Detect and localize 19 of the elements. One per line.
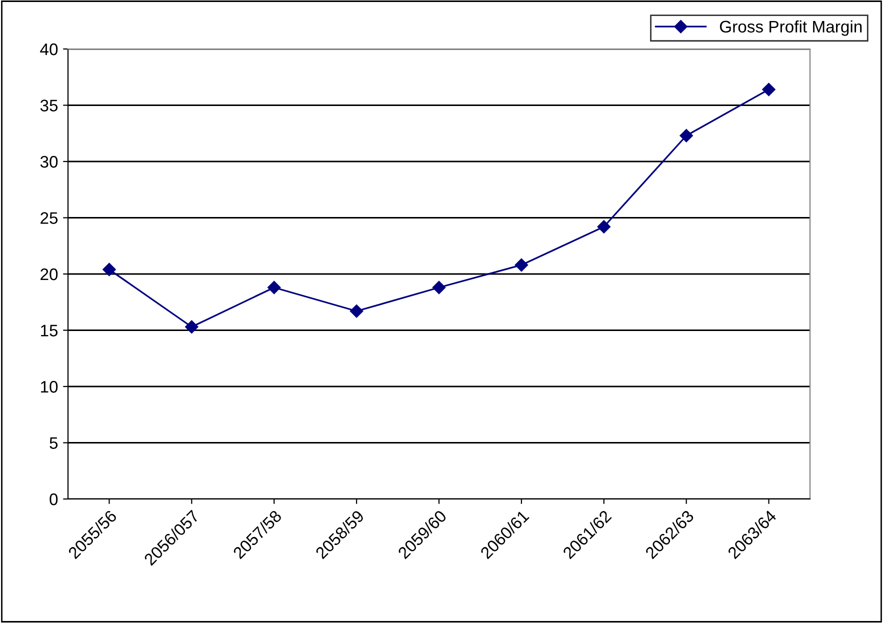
y-tick-label: 10	[41, 380, 58, 393]
y-tick-label: 20	[40, 268, 58, 280]
point	[432, 280, 446, 294]
y-tick-label: 5	[50, 437, 58, 449]
point	[350, 304, 364, 318]
y-tick-label: 35	[40, 100, 58, 112]
y-tick-label: 0	[50, 493, 58, 506]
point	[762, 82, 776, 96]
legend-label: Gross Profit Margin	[720, 20, 862, 36]
point	[514, 258, 528, 272]
y-tick-label: 40	[40, 43, 58, 56]
point	[102, 262, 116, 276]
point	[268, 280, 281, 294]
point	[597, 220, 610, 234]
point	[680, 129, 693, 142]
y-tick-label: 15	[41, 324, 58, 336]
y-tick-label: 30	[40, 156, 58, 168]
y-tick-label: 25	[40, 212, 58, 224]
point	[185, 320, 198, 334]
